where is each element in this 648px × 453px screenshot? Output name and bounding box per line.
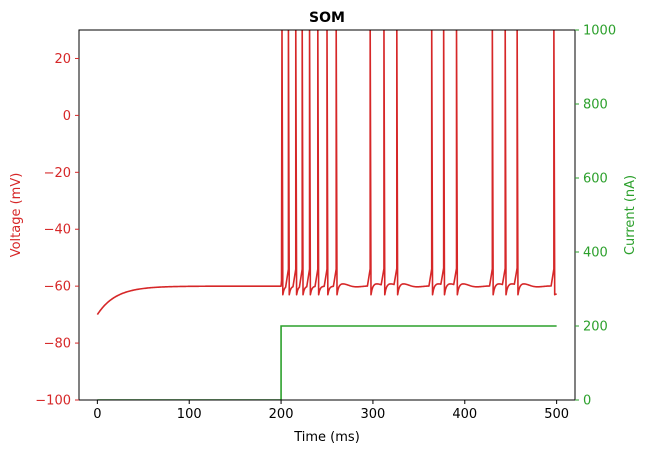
current-series-line (97, 325, 557, 400)
x-tick-label: 300 (361, 407, 386, 422)
left-y-tick-label: 0 (63, 109, 71, 124)
left-y-tick-label: −100 (35, 394, 71, 409)
right-y-tick-label: 400 (583, 246, 608, 261)
left-y-tick-label: −60 (44, 280, 71, 295)
left-y-tick-label: −20 (44, 166, 71, 181)
right-y-tick-label: 1000 (583, 24, 616, 39)
x-axis-ticks: 0 100 200 300 400 500 (93, 400, 569, 422)
x-tick-label: 0 (93, 407, 101, 422)
voltage-series-line (96, 30, 557, 316)
left-y-tick-label: −40 (44, 223, 71, 238)
left-y-tick-label: 20 (54, 52, 71, 67)
x-tick-label: 200 (269, 407, 294, 422)
chart-title: SOM (309, 10, 345, 26)
x-tick-label: 500 (544, 407, 569, 422)
right-y-tick-label: 800 (583, 98, 608, 113)
right-y-axis-ticks: 0 200 400 600 800 1000 (575, 24, 616, 409)
left-y-tick-label: −80 (44, 337, 71, 352)
x-tick-label: 400 (452, 407, 477, 422)
right-y-tick-label: 200 (583, 320, 608, 335)
x-axis-label: Time (ms) (293, 430, 360, 445)
axes-frame (78, 29, 576, 401)
x-tick-label: 100 (177, 407, 202, 422)
right-y-tick-label: 600 (583, 172, 608, 187)
left-y-axis-ticks: 20 0 −20 −40 −60 −80 −100 (35, 52, 79, 409)
right-y-axis-label: Current (nA) (623, 175, 638, 255)
plot-area (96, 30, 557, 400)
right-y-tick-label: 0 (583, 394, 591, 409)
left-y-axis-label: Voltage (mV) (9, 173, 24, 258)
